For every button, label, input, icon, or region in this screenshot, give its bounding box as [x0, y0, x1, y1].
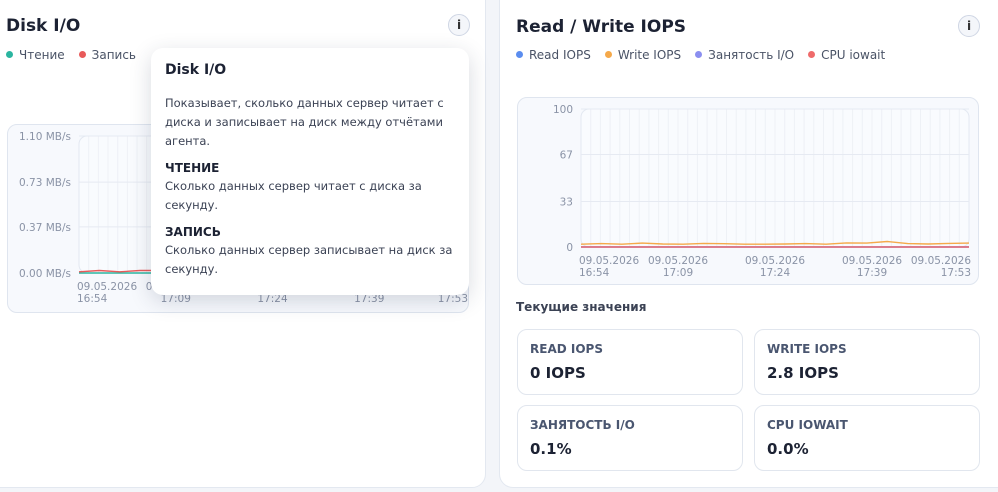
stat-value: 0.1%: [530, 440, 572, 458]
tooltip-title: Disk I/O: [165, 62, 227, 78]
legend-label: Write IOPS: [617, 48, 682, 62]
legend-label: Read IOPS: [529, 48, 591, 62]
y-tick-label: 0.00 MB/s: [19, 268, 71, 280]
chart: 0336710009.05.202616:5409.05.202617:0909…: [553, 104, 971, 279]
panel-title: Disk I/O: [6, 16, 81, 36]
legend-item: Запись: [78, 48, 137, 62]
x-tick-label: 09.05.2026: [842, 255, 902, 267]
legend-marker: [78, 51, 86, 58]
x-tick-label: 16:54: [77, 293, 108, 305]
legend-label: Занятость I/O: [708, 48, 795, 62]
info-button[interactable]: i: [448, 14, 470, 36]
y-tick-label: 0: [566, 242, 573, 254]
panel-title: Read / Write IOPS: [516, 17, 687, 37]
legend-item: Чтение: [6, 48, 65, 62]
x-tick-label: 17:09: [663, 267, 693, 279]
legend-item: Write IOPS: [604, 48, 682, 62]
stat-value: 0 IOPS: [530, 364, 586, 382]
legend: Read IOPS Write IOPS Занятость I/O CPU iowa…: [516, 48, 885, 62]
x-tick-label: 17:24: [257, 293, 288, 305]
x-tick-label: 09.05.2026: [77, 281, 137, 293]
tooltip: Disk I/O Показывает, сколько данных серв…: [151, 48, 469, 295]
section-title: Текущие значения: [516, 300, 647, 314]
legend-item: Read IOPS: [516, 48, 591, 62]
legend-marker: [808, 51, 816, 58]
legend-item: CPU iowait: [808, 48, 885, 62]
x-tick-label: 17:24: [760, 267, 791, 279]
x-tick-label: 17:53: [438, 293, 468, 305]
y-tick-label: 33: [560, 196, 573, 208]
y-tick-label: 67: [560, 150, 573, 162]
stat-card: ЗАНЯТОСТЬ I/O 0.1%: [517, 405, 743, 471]
x-tick-label: 09.05.2026: [745, 255, 805, 267]
legend-marker: [516, 51, 523, 58]
x-tick-label: 17:39: [857, 267, 887, 279]
info-button[interactable]: i: [958, 15, 980, 37]
stat-label: CPU IOWAIT: [767, 418, 848, 432]
tooltip-heading: ЗАПИСЬ: [165, 225, 221, 239]
legend-item: Занятость I/O: [695, 48, 794, 62]
stat-label: WRITE IOPS: [767, 342, 847, 356]
legend-marker: [695, 51, 703, 58]
legend-label: Запись: [91, 48, 137, 62]
x-tick-label: 17:39: [354, 293, 384, 305]
legend-marker: [6, 51, 13, 58]
y-tick-label: 0.37 MB/s: [19, 222, 71, 234]
stat-value: 0.0%: [767, 440, 809, 458]
chart-box: 0 33 67 100 09.05.2026 16:54 09.05.2026 17:09 09…: [517, 97, 979, 285]
tooltip-text: Показывает, сколько данных сервер читает…: [165, 96, 444, 148]
x-tick-label: 09.05.2026: [579, 255, 639, 267]
x-tick-label: 17:53: [941, 267, 971, 279]
y-tick-label: 0.73 MB/s: [19, 177, 71, 189]
x-tick-label: 17:09: [161, 293, 191, 305]
stat-label: READ IOPS: [530, 342, 603, 356]
stat-card: WRITE IOPS 2.8 IOPS: [754, 329, 980, 395]
y-tick-label: 100: [553, 104, 573, 116]
legend-marker: [604, 51, 612, 58]
x-tick-label: 09.05.2026: [648, 255, 708, 267]
stat-label: ЗАНЯТОСТЬ I/O: [530, 418, 635, 432]
legend: Чтение Запись: [6, 48, 136, 62]
stat-card: READ IOPS 0 IOPS: [517, 329, 743, 395]
tooltip-text: Сколько данных сервер читает с диска за …: [165, 179, 422, 212]
x-tick-label: 16:54: [579, 267, 610, 279]
tooltip-text: Сколько данных сервер записывает на диск…: [165, 243, 453, 276]
y-tick-label: 1.10 MB/s: [19, 131, 71, 143]
series-line: [580, 240, 970, 245]
legend-label: Чтение: [19, 48, 65, 62]
stat-card: CPU IOWAIT 0.0%: [754, 405, 980, 471]
tooltip-heading: ЧТЕНИЕ: [165, 161, 220, 175]
x-tick-label: 09.05.2026: [911, 255, 971, 267]
legend-label: CPU iowait: [821, 48, 886, 62]
stat-value: 2.8 IOPS: [767, 364, 839, 382]
